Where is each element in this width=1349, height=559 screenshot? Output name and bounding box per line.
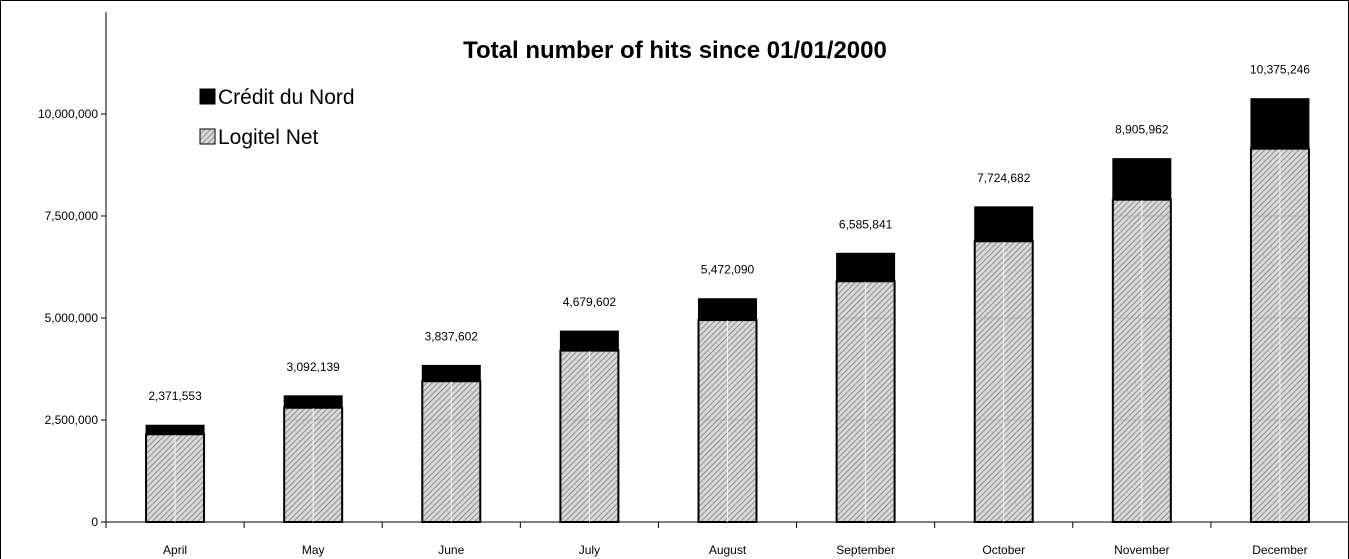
bar-segment-credit-du-nord <box>559 330 619 352</box>
legend: Crédit du Nord Logitel Net <box>199 86 355 149</box>
chart-title: Total number of hits since 01/01/2000 <box>463 37 887 64</box>
data-labels: 2,371,553 3,092,139 3,837,602 4,679,602 5,47… <box>148 63 1310 404</box>
legend-label: Crédit du Nord <box>218 86 355 109</box>
total-data-label: 8,905,962 <box>1115 123 1169 137</box>
bar-segment-credit-du-nord <box>698 298 757 321</box>
y-tick-label: 0 <box>91 515 98 529</box>
total-data-label: 5,472,090 <box>701 263 755 277</box>
legend-swatch-credit-du-nord <box>199 88 216 105</box>
bars <box>145 98 1310 524</box>
y-tick-label: 2,500,000 <box>45 413 99 427</box>
x-tick-label: April <box>163 543 187 557</box>
bar-segment-credit-du-nord <box>1250 98 1310 150</box>
x-tick-label: November <box>1114 543 1169 557</box>
x-tick-label: July <box>579 543 600 557</box>
legend-swatch-logitel-net <box>199 128 216 145</box>
bar-segment-credit-du-nord <box>1112 158 1172 201</box>
x-tick-label: December <box>1252 543 1307 557</box>
total-data-label: 3,837,602 <box>425 329 479 343</box>
x-tick-label: May <box>302 543 325 557</box>
x-tick-label: August <box>709 543 747 557</box>
total-data-label: 7,724,682 <box>977 171 1031 185</box>
y-tick-label: 5,000,000 <box>45 311 99 325</box>
bar-segment-credit-du-nord <box>145 424 205 435</box>
total-data-label: 2,371,553 <box>148 389 202 403</box>
total-data-label: 6,585,841 <box>839 217 893 231</box>
total-data-label: 4,679,602 <box>563 295 617 309</box>
bar-segment-credit-du-nord <box>974 206 1034 242</box>
total-data-label: 3,092,139 <box>286 360 340 374</box>
legend-label: Logitel Net <box>218 126 319 149</box>
bar-segment-credit-du-nord <box>421 364 481 382</box>
x-tick-label: October <box>982 543 1025 557</box>
bar-segment-credit-du-nord <box>836 252 896 282</box>
x-tick-label: June <box>438 543 464 557</box>
total-data-label: 10,375,246 <box>1250 63 1310 77</box>
x-tick-label: September <box>836 543 895 557</box>
y-tick-label: 10,000,000 <box>38 107 98 121</box>
y-tick-label: 7,500,000 <box>45 209 99 223</box>
bar-segment-credit-du-nord <box>283 395 343 409</box>
